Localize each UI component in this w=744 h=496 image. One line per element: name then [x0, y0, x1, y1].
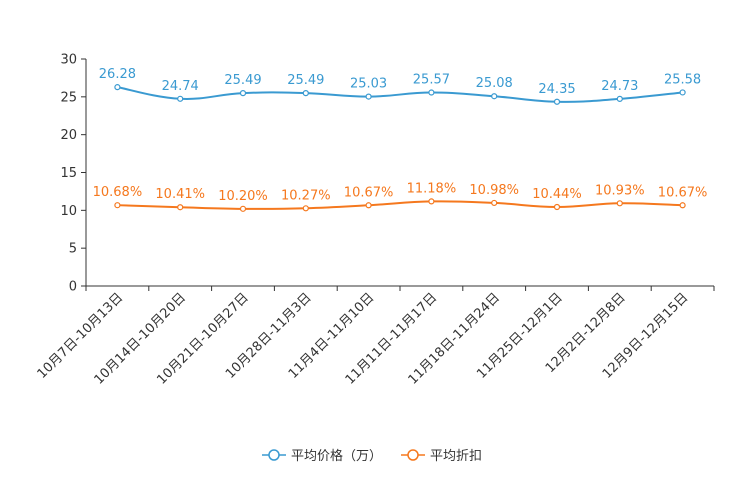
- data-point[interactable]: [428, 198, 435, 205]
- data-point[interactable]: [553, 98, 561, 105]
- legend-label: 平均折扣: [430, 449, 482, 464]
- data-label: 11.18%: [407, 181, 457, 196]
- data-point[interactable]: [616, 95, 623, 102]
- data-labels: 26.28 24.74 25.49 25.49 25.03 25.57 25.08 24.35…: [93, 67, 708, 204]
- data-label: 10.44%: [532, 187, 582, 202]
- data-point[interactable]: [177, 204, 184, 211]
- data-point[interactable]: [428, 89, 435, 96]
- data-point[interactable]: [679, 202, 686, 209]
- legend-item-0[interactable]: 平均价格（万）: [262, 448, 382, 464]
- data-label: 10.68%: [93, 185, 143, 200]
- data-label: 25.49: [224, 73, 261, 88]
- data-label: 10.27%: [281, 188, 331, 203]
- y-tick-label: 15: [60, 166, 77, 181]
- legend[interactable]: 平均价格（万） 平均折扣: [262, 448, 482, 464]
- data-label: 10.67%: [658, 185, 708, 200]
- y-tick-label: 5: [69, 242, 77, 257]
- data-point[interactable]: [302, 205, 309, 212]
- data-label: 24.73: [601, 79, 638, 94]
- data-label: 10.98%: [469, 183, 519, 198]
- y-tick-label: 10: [60, 204, 77, 219]
- data-point[interactable]: [616, 200, 623, 207]
- data-label: 25.03: [350, 77, 387, 92]
- data-label: 10.41%: [155, 187, 205, 202]
- data-label: 10.93%: [595, 183, 645, 198]
- legend-item-1[interactable]: 平均折扣: [401, 449, 482, 464]
- y-tick-label: 0: [69, 280, 77, 295]
- data-point[interactable]: [553, 203, 561, 211]
- data-label: 25.08: [476, 76, 513, 91]
- data-label: 24.74: [162, 79, 199, 94]
- series-line-0: [117, 86, 683, 103]
- series-lines: [117, 86, 683, 210]
- y-tick-label: 30: [60, 53, 77, 68]
- data-label: 26.28: [99, 67, 136, 82]
- data-point[interactable]: [114, 202, 121, 209]
- y-tick-label: 20: [60, 128, 77, 143]
- series-points: [114, 84, 686, 212]
- data-point[interactable]: [491, 199, 498, 207]
- data-label: 25.57: [413, 73, 450, 88]
- series-line-1: [117, 200, 683, 210]
- data-label: 10.20%: [218, 189, 268, 204]
- data-point[interactable]: [239, 90, 247, 97]
- data-point[interactable]: [177, 95, 184, 102]
- y-axis-ticks: 0 5 10 15 20 25 30: [60, 53, 86, 295]
- x-axis-ticks: 10月7日-10月13日10月14日-10月20日10月21日-10月27日10…: [35, 286, 715, 388]
- legend-marker-icon: [407, 449, 419, 461]
- data-label: 25.58: [664, 72, 701, 87]
- legend-label: 平均价格（万）: [291, 448, 382, 464]
- y-tick-label: 25: [60, 90, 77, 105]
- legend-marker-icon: [268, 449, 280, 461]
- data-point[interactable]: [239, 205, 247, 212]
- data-point[interactable]: [302, 90, 309, 97]
- data-point[interactable]: [679, 89, 686, 96]
- data-point[interactable]: [114, 84, 121, 91]
- data-label: 24.35: [538, 82, 575, 97]
- data-point[interactable]: [491, 93, 498, 100]
- data-point[interactable]: [365, 93, 372, 100]
- data-label: 10.67%: [344, 185, 394, 200]
- data-label: 25.49: [287, 73, 324, 88]
- data-point[interactable]: [365, 202, 372, 209]
